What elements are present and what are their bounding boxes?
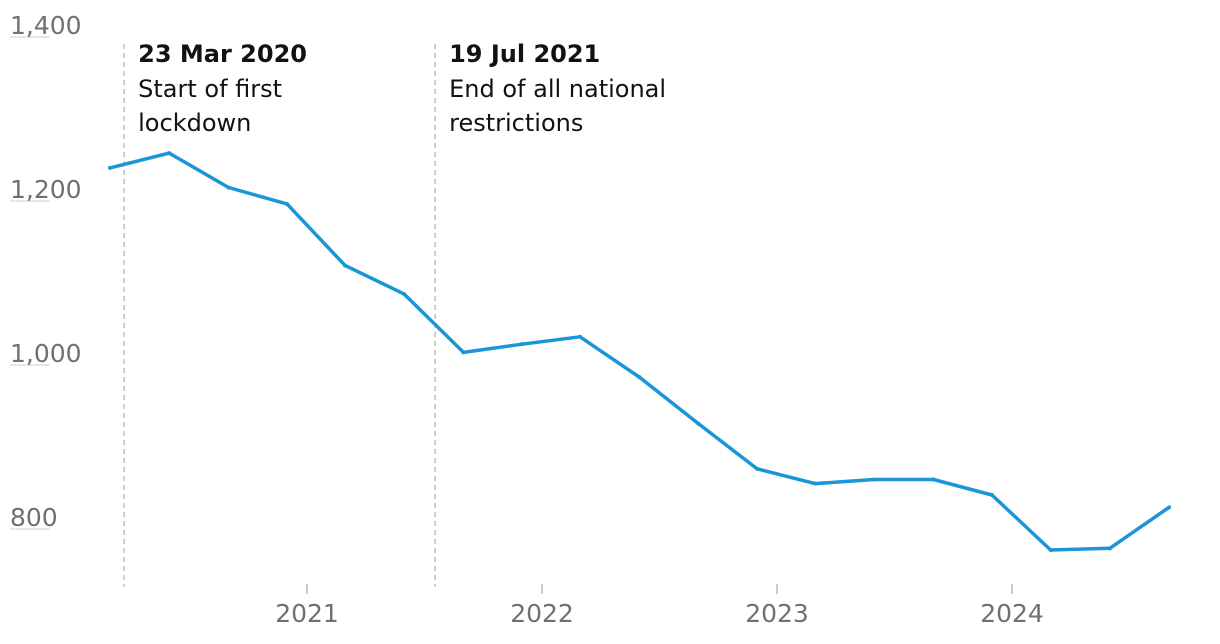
data-point — [167, 151, 172, 156]
annotation-date: 23 Mar 2020 — [138, 40, 307, 68]
y-tick-label: 800 — [10, 503, 58, 532]
y-tick-label: 1,000 — [10, 339, 82, 368]
annotation-text: lockdown — [138, 109, 251, 137]
annotations: 23 Mar 2020 Start of first lockdown 19 Jul … — [123, 40, 666, 587]
data-point — [577, 334, 582, 339]
data-point — [1048, 547, 1053, 552]
data-point — [402, 292, 407, 297]
x-tick-label: 2023 — [745, 599, 809, 628]
data-point — [285, 201, 290, 206]
x-tick-label: 2024 — [980, 599, 1044, 628]
data-point — [226, 185, 231, 190]
y-tick-label: 1,200 — [10, 175, 82, 204]
data-point — [461, 350, 466, 355]
data-point — [812, 481, 817, 486]
data-point — [755, 466, 760, 471]
x-tick-label: 2021 — [275, 599, 339, 628]
series-line — [108, 151, 1171, 552]
x-axis: 2021 2022 2023 2024 — [275, 584, 1044, 628]
data-point — [1107, 546, 1112, 551]
annotation-text: Start of first — [138, 75, 282, 103]
data-point — [520, 342, 525, 347]
annotation-text: End of all national — [449, 75, 666, 103]
data-point — [696, 421, 701, 426]
data-point — [1167, 505, 1172, 510]
data-point — [637, 374, 642, 379]
data-point — [931, 477, 936, 482]
x-tick-label: 2022 — [510, 599, 574, 628]
data-point — [107, 165, 112, 170]
annotation-text: restrictions — [449, 109, 583, 137]
annotation-date: 19 Jul 2021 — [449, 40, 600, 68]
data-point — [990, 493, 995, 498]
data-point — [342, 263, 347, 268]
y-axis: 1,400 1,200 1,000 800 — [10, 11, 82, 532]
y-tick-label: 1,400 — [10, 11, 82, 40]
series-layer — [107, 151, 1172, 552]
data-point — [872, 477, 877, 482]
